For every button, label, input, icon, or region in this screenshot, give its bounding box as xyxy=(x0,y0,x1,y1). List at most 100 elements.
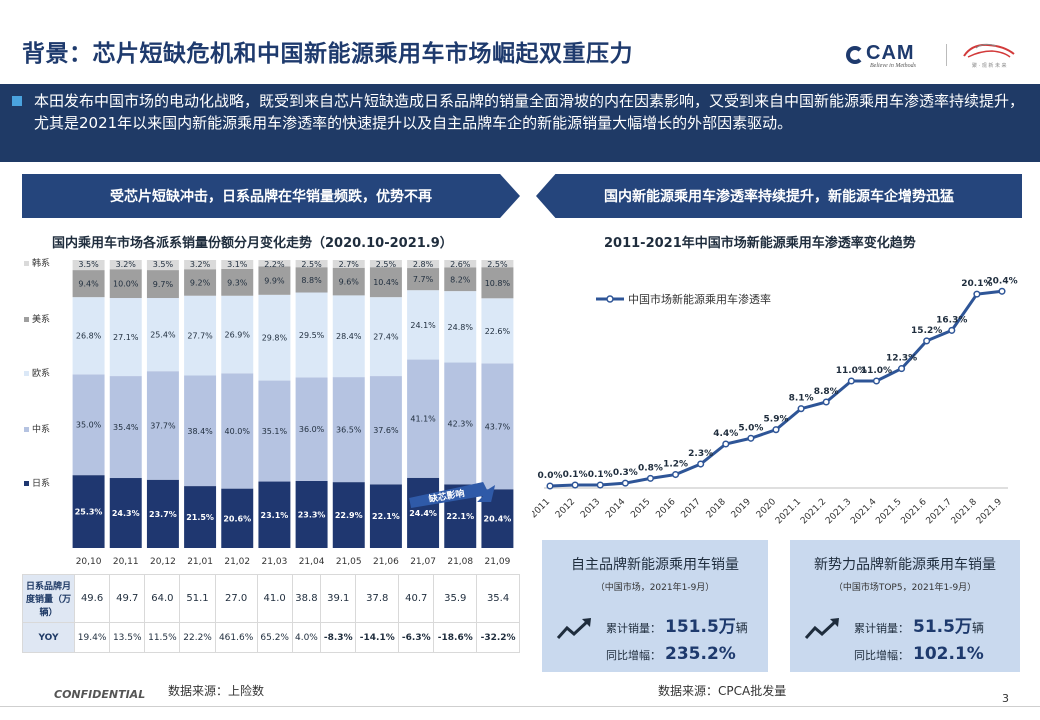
bar-segment xyxy=(407,290,440,360)
x-tick-label: 21,07 xyxy=(410,557,436,567)
table-cell: 40.7 xyxy=(398,574,435,623)
x-tick-label: 21,05 xyxy=(336,557,362,567)
bar-segment xyxy=(258,294,291,381)
x-tick-label: 21,01 xyxy=(187,557,213,567)
data-label: 2.5% xyxy=(487,260,508,269)
data-point xyxy=(872,377,880,385)
data-label: 23.1% xyxy=(261,511,289,520)
data-label: 35.0% xyxy=(76,421,102,430)
data-label: 41.1% xyxy=(410,415,436,424)
bar-segment xyxy=(332,482,365,548)
data-label: 9.6% xyxy=(339,278,360,287)
table-row: YOY 19.4% 13.5% 11.5% 22.2% 461.6% 65.2%… xyxy=(22,622,520,653)
bar-segment xyxy=(184,295,217,376)
data-point xyxy=(697,460,705,468)
data-label: 20.4% xyxy=(484,515,512,524)
data-label: 29.5% xyxy=(299,331,325,340)
bar-segment xyxy=(184,269,217,296)
data-label: 3.2% xyxy=(116,260,137,269)
data-point xyxy=(621,479,629,487)
data-point xyxy=(672,470,680,479)
data-label: 43.7% xyxy=(485,422,511,431)
bar-segment xyxy=(481,363,514,490)
data-label: 27.4% xyxy=(373,333,399,342)
bar-segment xyxy=(146,298,179,372)
table-cell: -32.2% xyxy=(476,622,520,653)
bar-segment xyxy=(72,374,105,476)
data-label: 24.1% xyxy=(410,321,436,330)
data-label: 3.5% xyxy=(153,260,174,269)
card-unit: 万 xyxy=(954,617,972,637)
card-label: 累计销量： xyxy=(854,622,909,635)
card-value: 151.5 xyxy=(665,617,719,637)
data-label: 3.5% xyxy=(78,260,99,269)
data-point xyxy=(998,287,1006,295)
legend-label: 韩系 xyxy=(32,257,50,269)
data-label: 2.5% xyxy=(301,260,322,269)
data-point xyxy=(898,365,906,373)
bar-segment xyxy=(444,291,477,363)
table-cell: 38.8 xyxy=(291,574,322,623)
bar-segment xyxy=(332,295,365,378)
card-subtitle: （中国市场，2021年1-9月） xyxy=(595,583,715,593)
bar-segment xyxy=(407,260,440,269)
series-line xyxy=(549,289,1003,488)
data-label: 36.5% xyxy=(336,426,362,435)
bar-segment xyxy=(184,375,217,487)
annotation-arrow xyxy=(409,482,496,508)
bar-segment xyxy=(332,267,365,296)
data-label: 2.6% xyxy=(450,260,471,269)
data-label: 5.9% xyxy=(764,415,789,425)
data-point xyxy=(822,398,830,406)
table-cell: 49.7 xyxy=(109,574,146,623)
bar-segment xyxy=(221,295,254,374)
logo-tagline: Believe in Methods xyxy=(870,63,916,69)
bar-segment xyxy=(184,486,217,548)
card-growth-line: 同比增幅： 235.2% xyxy=(606,644,736,664)
table-row-label: YOY xyxy=(22,622,75,653)
bar-segment xyxy=(481,260,514,268)
logo-divider xyxy=(946,44,947,66)
legend-label: 日系 xyxy=(32,478,50,489)
data-label: 36.0% xyxy=(299,425,325,434)
bar-segment xyxy=(258,266,291,295)
car-logo: 聚 · 观 新 未 来 xyxy=(958,40,1020,70)
data-label: 11.0% xyxy=(861,366,892,376)
table-cell: 461.6% xyxy=(214,622,258,653)
legend-swatch xyxy=(24,371,29,376)
bar-segment xyxy=(109,298,142,377)
data-label: 38.4% xyxy=(187,427,213,436)
data-label: 9.9% xyxy=(264,277,285,286)
card-cumulative-line: 累计销量： 151.5万辆 xyxy=(606,612,748,637)
confidential-label: CONFIDENTIAL xyxy=(54,688,146,701)
table-cell: 51.1 xyxy=(179,574,216,623)
data-label: 25.3% xyxy=(75,508,103,517)
bar-segment xyxy=(72,297,105,375)
bar-segment xyxy=(481,298,514,364)
data-label: 8.8% xyxy=(814,387,839,397)
x-tick-label: 2019 xyxy=(730,497,753,520)
data-point xyxy=(646,474,654,482)
bar-segment xyxy=(295,260,328,268)
data-label: 15.2% xyxy=(911,326,942,336)
bar-segment xyxy=(109,376,142,479)
legend-marker xyxy=(606,295,614,303)
data-label: 8.8% xyxy=(301,276,322,285)
x-tick-label: 2016 xyxy=(654,497,677,520)
bar-segment xyxy=(407,477,440,548)
table-cell: -8.3% xyxy=(320,622,357,653)
data-label: 9.2% xyxy=(190,278,211,287)
right-section-banner: 国内新能源乘用车渗透率持续提升，新能源车企增势迅猛 xyxy=(536,174,1022,218)
data-label: 37.7% xyxy=(150,421,176,430)
card-growth-line: 同比增幅： 102.1% xyxy=(854,644,984,664)
data-label: 9.4% xyxy=(78,280,99,289)
data-label: 27.7% xyxy=(187,332,213,341)
bar-segment xyxy=(221,268,254,296)
x-tick-label: 21,09 xyxy=(485,557,511,567)
penetration-line-chart: 中国市场新能源乘用车渗透率 0.0% 2011 0.1% 2012 0.1% 2013 0.3… xyxy=(532,276,1018,524)
card-label: 累计销量： xyxy=(606,622,661,635)
legend-swatch xyxy=(24,261,29,266)
card-subtitle: （中国市场TOP5，2021年1-9月） xyxy=(833,583,977,593)
data-label: 16.3% xyxy=(936,315,967,325)
data-label: 9.3% xyxy=(227,278,248,287)
